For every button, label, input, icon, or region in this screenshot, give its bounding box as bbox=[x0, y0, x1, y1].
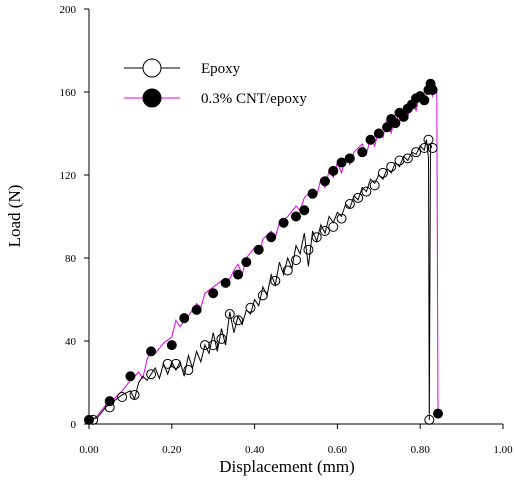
data-point bbox=[336, 213, 347, 224]
data-point bbox=[179, 313, 190, 324]
data-point bbox=[282, 265, 293, 276]
data-point bbox=[303, 244, 314, 255]
data-point bbox=[307, 188, 318, 199]
data-point bbox=[424, 414, 435, 425]
data-point bbox=[390, 118, 401, 129]
data-point bbox=[125, 371, 136, 382]
data-point bbox=[357, 147, 368, 158]
data-point bbox=[208, 340, 219, 351]
data-point bbox=[311, 232, 322, 243]
y-tick-label: 200 bbox=[60, 4, 77, 16]
data-point bbox=[257, 290, 268, 301]
data-point bbox=[319, 176, 330, 187]
x-tick-label: 0.00 bbox=[79, 444, 99, 456]
data-point bbox=[233, 269, 244, 280]
data-point bbox=[402, 153, 413, 164]
data-point bbox=[419, 95, 430, 106]
data-point bbox=[382, 122, 393, 133]
data-point bbox=[373, 128, 384, 139]
data-point bbox=[291, 211, 301, 222]
data-point bbox=[170, 358, 181, 369]
data-point bbox=[166, 340, 177, 351]
data-point bbox=[433, 408, 444, 419]
series-line bbox=[88, 83, 439, 423]
data-point bbox=[146, 346, 157, 357]
data-point bbox=[216, 333, 227, 344]
y-tick-label: 160 bbox=[60, 87, 77, 99]
data-point bbox=[199, 340, 210, 351]
data-point bbox=[146, 369, 157, 380]
series-layer bbox=[84, 78, 444, 425]
series-epoxy bbox=[88, 134, 438, 425]
x-tick-label: 0.60 bbox=[328, 444, 348, 456]
data-point bbox=[344, 153, 355, 164]
y-tick-label: 40 bbox=[65, 336, 77, 348]
data-point bbox=[344, 199, 355, 210]
data-point bbox=[224, 309, 235, 320]
data-point bbox=[423, 134, 434, 145]
data-point bbox=[241, 257, 252, 268]
data-point bbox=[336, 157, 347, 168]
data-point bbox=[245, 302, 256, 313]
data-point bbox=[386, 161, 397, 172]
data-point bbox=[233, 315, 244, 326]
data-point bbox=[88, 414, 99, 425]
y-axis-title: Load (N) bbox=[5, 185, 24, 248]
legend-marker bbox=[142, 88, 162, 108]
x-tick-label: 0.20 bbox=[162, 444, 182, 456]
data-point bbox=[377, 167, 388, 178]
x-tick-label: 0.40 bbox=[245, 444, 265, 456]
data-point bbox=[353, 192, 364, 203]
data-point bbox=[117, 392, 128, 403]
data-point bbox=[191, 304, 202, 315]
data-point bbox=[394, 155, 405, 166]
data-point bbox=[427, 84, 438, 95]
data-point bbox=[419, 143, 430, 154]
data-point bbox=[183, 365, 194, 376]
legend-label: 0.3% CNT/epoxy bbox=[201, 91, 307, 107]
data-point bbox=[398, 111, 409, 122]
data-point bbox=[270, 275, 281, 286]
data-point bbox=[328, 221, 339, 232]
data-point bbox=[369, 180, 380, 191]
y-tick-label: 80 bbox=[65, 253, 77, 265]
x-tick-label: 0.80 bbox=[411, 444, 431, 456]
data-point bbox=[361, 186, 372, 197]
data-point bbox=[220, 277, 231, 288]
data-point bbox=[365, 134, 376, 145]
x-axis-title: Displacement (mm) bbox=[219, 457, 355, 476]
data-point bbox=[291, 255, 301, 266]
legend-label: Epoxy bbox=[201, 61, 241, 77]
data-point bbox=[208, 288, 219, 299]
data-point bbox=[104, 402, 115, 413]
data-point bbox=[411, 147, 422, 158]
data-point bbox=[319, 226, 330, 237]
data-point bbox=[427, 143, 438, 154]
axes: 0.00 0.20 0.40 0.60 0.80 1.00 0 40 80 120 160 200 bbox=[60, 4, 514, 456]
series-line bbox=[88, 139, 433, 421]
data-point bbox=[266, 232, 277, 243]
data-point bbox=[278, 217, 289, 228]
legend-marker bbox=[142, 58, 162, 78]
data-point bbox=[328, 165, 339, 176]
series-cnt-epoxy bbox=[84, 78, 444, 425]
data-point bbox=[129, 389, 140, 400]
data-point bbox=[299, 205, 310, 216]
data-point bbox=[253, 244, 264, 255]
y-tick-label: 0 bbox=[71, 419, 77, 431]
y-tick-label: 120 bbox=[60, 170, 77, 182]
x-tick-label: 1.00 bbox=[493, 444, 513, 456]
legend: Epoxy 0.3% CNT/epoxy bbox=[124, 58, 307, 108]
data-point bbox=[162, 358, 173, 369]
